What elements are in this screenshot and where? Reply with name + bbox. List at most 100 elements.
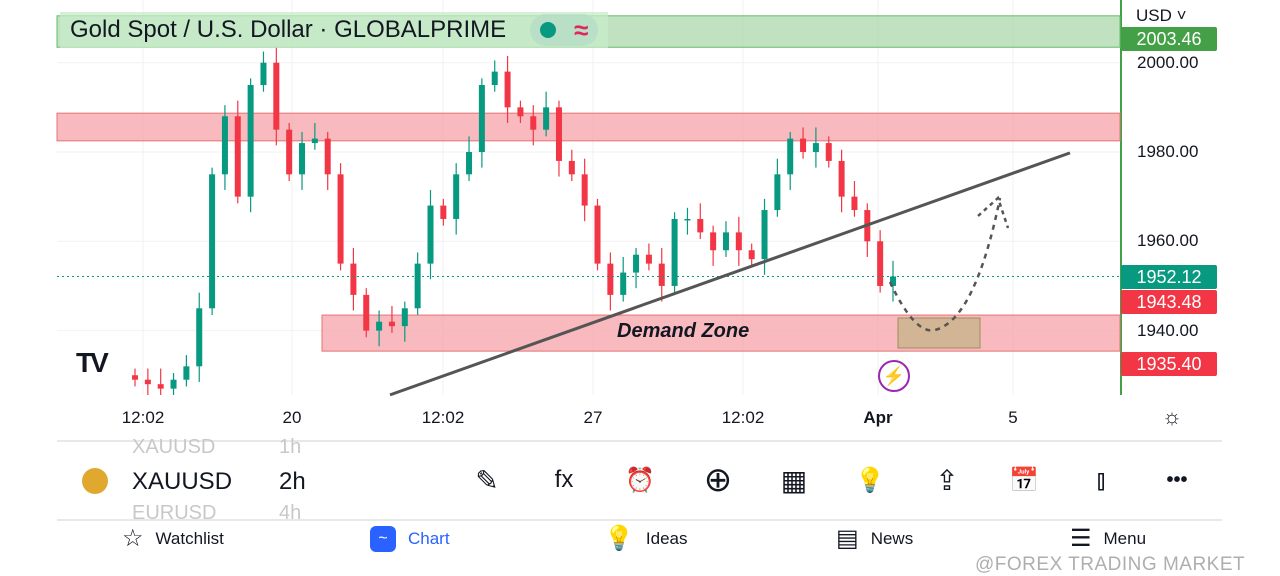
candle-body xyxy=(350,263,357,295)
market-open-icon xyxy=(540,22,557,38)
candle-body xyxy=(144,379,151,385)
candle-body xyxy=(800,138,807,152)
time-tick: 5 xyxy=(1008,408,1018,427)
nav-label: Ideas xyxy=(645,529,688,548)
price-tag: 2003.46 xyxy=(1121,27,1217,51)
candle-body xyxy=(555,107,562,161)
timeframe-select[interactable]: 2h xyxy=(279,468,306,495)
candle-body xyxy=(890,276,896,286)
candle-body xyxy=(517,107,524,117)
candle-body xyxy=(183,366,190,380)
candle-body xyxy=(440,205,447,219)
candle-body xyxy=(466,152,473,175)
prev-symbol[interactable]: XAUUSD xyxy=(132,436,216,458)
symbol-title[interactable]: Gold Spot / U.S. Dollar · GLOBALPRIME ≈ xyxy=(60,12,609,48)
time-tick: 27 xyxy=(583,408,603,427)
candle-body xyxy=(787,138,794,175)
candle-body xyxy=(530,116,537,130)
title-text: Gold Spot / U.S. Dollar · GLOBALPRIME xyxy=(70,16,507,43)
menu-icon: ☰ xyxy=(1070,525,1092,552)
candle-body xyxy=(697,218,704,233)
candle-body xyxy=(581,174,588,206)
price-tag: 1935.40 xyxy=(1121,352,1217,376)
candle-body xyxy=(388,321,395,327)
candle-body xyxy=(710,232,717,251)
price-tick: 1980.00 xyxy=(1137,142,1199,161)
chart-type-icon[interactable]: ⫾ xyxy=(1096,463,1106,495)
price-tick: 1960.00 xyxy=(1137,231,1199,250)
candle-body xyxy=(491,71,498,86)
alert-icon[interactable]: ⏰ xyxy=(625,466,655,494)
ideas-icon[interactable]: 💡 xyxy=(855,466,885,494)
nav-watchlist[interactable]: ☆ Watchlist xyxy=(122,526,224,552)
symbol-select[interactable]: XAUUSD xyxy=(132,468,233,495)
candle-body xyxy=(311,138,318,144)
candle-body xyxy=(594,205,601,264)
last-price-tag: 1952.12 xyxy=(1121,265,1217,289)
candle-body xyxy=(299,143,306,175)
date-range-icon[interactable]: 📅 xyxy=(1009,466,1039,494)
candle-body xyxy=(504,71,511,108)
candle-body xyxy=(401,308,408,327)
more-icon[interactable]: ••• xyxy=(1166,468,1188,491)
candle-body xyxy=(157,384,164,389)
watermark: @FOREX TRADING MARKET xyxy=(975,554,1246,575)
nav-label: News xyxy=(870,529,914,548)
add-icon[interactable]: ⊕ xyxy=(703,461,733,499)
candle-body xyxy=(838,160,845,197)
layout-icon[interactable]: ▦ xyxy=(780,464,808,496)
target-box xyxy=(897,317,981,349)
candle-body xyxy=(620,272,627,295)
candle-body xyxy=(774,174,781,211)
star-icon: ☆ xyxy=(122,525,144,552)
divider xyxy=(57,440,1222,442)
candle-body xyxy=(247,85,254,197)
nav-news[interactable]: ▤ News xyxy=(836,526,913,552)
projection-path xyxy=(888,197,1002,332)
nav-label: Watchlist xyxy=(155,529,224,548)
tradingview-logo: TV xyxy=(76,347,109,378)
candle-body xyxy=(735,232,742,251)
nav-menu[interactable]: ☰ Menu xyxy=(1070,526,1146,552)
candle-body xyxy=(543,107,550,130)
candle-body xyxy=(132,375,138,380)
prev-timeframe[interactable]: 1h xyxy=(279,436,302,458)
next-symbol[interactable]: EURUSD xyxy=(132,502,217,524)
currency-select[interactable]: USD ˅ xyxy=(1136,6,1187,25)
candle-body xyxy=(633,254,640,273)
time-tick: Apr xyxy=(863,408,893,427)
candle-body xyxy=(324,138,331,175)
market-status[interactable]: ≈ xyxy=(530,14,599,46)
nav-chart[interactable]: ~ Chart xyxy=(370,526,450,552)
draw-icon[interactable]: ✎ xyxy=(475,464,499,496)
candle-body xyxy=(877,241,884,286)
next-timeframe[interactable]: 4h xyxy=(279,502,302,524)
candle-body xyxy=(337,174,344,264)
nav-ideas[interactable]: 💡 Ideas xyxy=(604,526,687,552)
projection-arrowhead xyxy=(977,195,1010,229)
price-tick: 1940.00 xyxy=(1137,321,1199,340)
candle-body xyxy=(414,263,421,309)
wave-icon: ≈ xyxy=(574,14,589,45)
time-tick: 20 xyxy=(282,408,302,427)
time-tick: 12:02 xyxy=(421,408,465,427)
candle-body xyxy=(825,143,832,161)
candle-body xyxy=(761,210,768,260)
candle-body xyxy=(748,250,755,260)
settings-icon[interactable]: ☼ xyxy=(1161,404,1183,429)
share-icon[interactable]: ⇪ xyxy=(935,464,959,496)
divider xyxy=(57,519,1222,521)
lightbulb-icon: 💡 xyxy=(604,525,634,552)
candle-body xyxy=(376,321,383,331)
news-icon: ▤ xyxy=(836,525,859,552)
chart-icon: ~ xyxy=(370,526,396,552)
candle-body xyxy=(478,85,485,152)
flash-event-icon[interactable]: ⚡ xyxy=(878,360,910,392)
price-tag: 1943.48 xyxy=(1121,290,1217,314)
time-tick: 12:02 xyxy=(121,408,165,427)
candle-body xyxy=(684,218,691,221)
time-tick: 12:02 xyxy=(721,408,765,427)
symbol-toolbar: XAUUSD 1h XAUUSD 2h EURUSD 4h ✎ fx ⏰ ⊕ ▦… xyxy=(57,436,1222,524)
candle-body xyxy=(260,62,267,86)
indicators-icon[interactable]: fx xyxy=(554,466,574,493)
